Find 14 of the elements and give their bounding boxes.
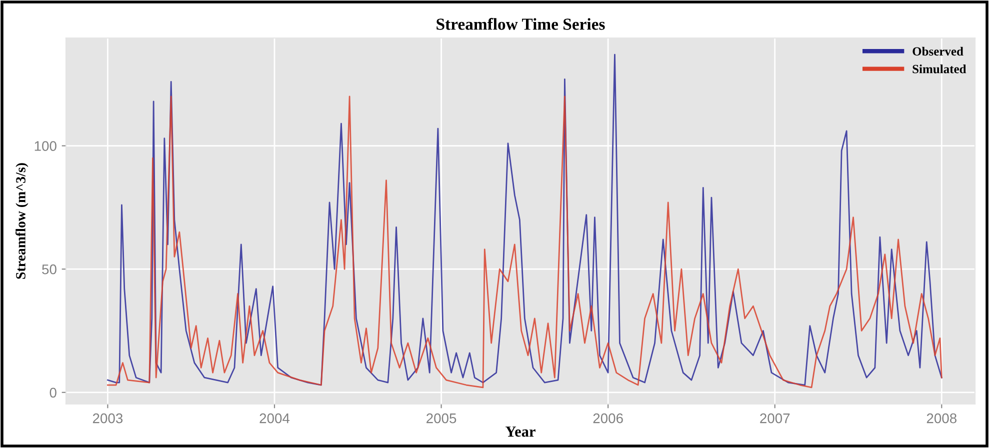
x-axis-title: Year [506, 426, 536, 437]
y-tick-label: 50 [42, 264, 56, 274]
y-tick-label: 100 [34, 141, 56, 151]
x-tick-label: 2006 [593, 413, 623, 424]
x-tick-label: 2003 [92, 413, 123, 424]
chart-title: Streamflow Time Series [436, 18, 605, 30]
y-tick-label: 0 [50, 388, 56, 398]
x-tick-label: 2005 [426, 413, 456, 424]
legend-label: Simulated [912, 64, 966, 74]
x-tick-label: 2004 [260, 413, 290, 424]
legend-label: Observed [912, 46, 964, 56]
y-axis-title: Streamflow (m^3/s) [16, 163, 28, 279]
x-tick-label: 2008 [926, 413, 956, 424]
x-tick-label: 2007 [760, 413, 790, 424]
